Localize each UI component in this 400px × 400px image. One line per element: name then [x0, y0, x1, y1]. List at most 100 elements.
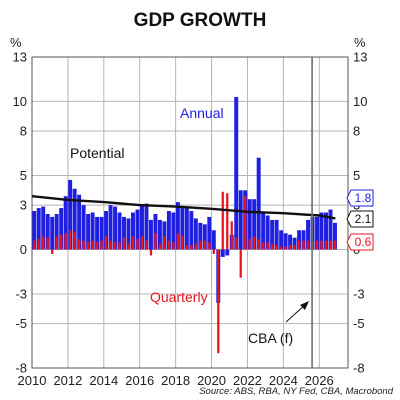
quarterly-bar	[95, 242, 99, 250]
potential-annotation: Potential	[70, 145, 124, 161]
quarterly-bar	[42, 236, 45, 250]
annual-bar	[238, 190, 243, 250]
quarterly-bar	[203, 240, 206, 250]
annual-bar	[256, 157, 261, 250]
quarterly-bar	[244, 196, 247, 250]
quarterly-bar	[199, 240, 202, 250]
annual-bar	[288, 234, 293, 250]
potential-end-label: 2.1	[355, 212, 372, 226]
quarterly-end-label-box	[346, 233, 374, 251]
annual-bar	[198, 222, 203, 250]
y-tick-label-right: -5	[353, 316, 365, 331]
annual-bar	[113, 206, 118, 250]
left-units-label: %	[10, 35, 22, 50]
forecast-arrowhead	[300, 301, 309, 310]
forecast-annotation: CBA (f)	[248, 330, 293, 346]
y-tick-label-right: -8	[353, 361, 365, 376]
quarterly-bar	[324, 240, 328, 250]
quarterly-bar	[217, 249, 220, 354]
quarterly-bar	[239, 249, 242, 278]
y-tick-label-right: 10	[353, 94, 367, 109]
quarterly-bar	[333, 240, 337, 250]
quarterly-bar	[33, 240, 36, 250]
annual-bar	[279, 230, 284, 250]
quarterly-bar	[320, 240, 323, 250]
annual-bar	[261, 212, 266, 250]
annual-bar	[32, 211, 37, 250]
annual-bar	[315, 216, 320, 250]
quarterly-bar	[127, 243, 130, 250]
quarterly-bar	[284, 246, 287, 250]
annual-end-label-box	[346, 189, 374, 207]
annual-bar	[207, 216, 212, 250]
potential-end-label-box	[346, 210, 374, 228]
quarterly-bar	[257, 239, 260, 250]
x-tick-label: 2022	[233, 373, 262, 388]
quarterly-bar	[60, 234, 63, 250]
quarterly-bar	[253, 236, 256, 250]
quarterly-bar	[104, 236, 108, 250]
quarterly-bar	[194, 243, 197, 250]
annual-bar	[283, 233, 288, 250]
axis-ticks: 1313101088553300-3-3-5-5-8-8201020122014…	[13, 50, 368, 389]
annual-bar	[319, 212, 324, 250]
quarterly-bar	[149, 249, 153, 256]
annual-bar	[270, 219, 275, 250]
annual-bar	[63, 196, 68, 250]
quarterly-bar	[118, 242, 121, 250]
quarterly-bar	[46, 237, 49, 250]
right-units-label: %	[354, 35, 366, 50]
annual-bar	[144, 203, 149, 250]
quarterly-bar	[113, 242, 117, 250]
annual-bar	[202, 224, 207, 250]
annual-bar	[90, 212, 95, 250]
y-tick-label-right: 13	[353, 50, 367, 65]
quarterly-bar	[69, 230, 72, 250]
forecast-arrow	[285, 304, 306, 323]
y-tick-label-left: 8	[20, 124, 27, 139]
annual-bar	[99, 216, 104, 250]
quarterly-bar	[235, 237, 238, 250]
quarterly-bar	[73, 231, 76, 250]
annual-bar	[157, 219, 162, 250]
quarterly-bar	[91, 240, 94, 250]
quarterly-bar	[279, 246, 283, 250]
annual-bar	[59, 208, 64, 250]
quarterly-bar	[266, 242, 269, 250]
annual-bar	[153, 213, 158, 250]
annual-bar	[328, 209, 333, 250]
potential-line-group	[31, 195, 336, 220]
annual-bar	[68, 179, 73, 250]
quarterly-bar	[172, 242, 175, 250]
annual-end-label: 1.8	[355, 191, 372, 205]
plot-frame	[31, 56, 349, 369]
quarterly-bar	[226, 193, 229, 250]
annual-bar	[104, 211, 109, 250]
quarterly-bar	[306, 240, 310, 250]
quarterly-bar	[109, 240, 112, 250]
quarterly-bar	[167, 240, 171, 250]
annual-bar	[131, 212, 135, 250]
annual-bar	[95, 216, 100, 250]
annual-bar	[122, 216, 126, 250]
annual-bar	[45, 213, 50, 250]
quarterly-bar	[297, 240, 301, 250]
annual-bar	[166, 211, 171, 250]
y-tick-label-left: -3	[15, 286, 27, 301]
quarterly-bar	[55, 236, 58, 250]
y-tick-label-left: 0	[20, 242, 27, 257]
quarterly-bar	[185, 245, 188, 250]
x-tick-label: 2016	[125, 373, 154, 388]
quarterly-bar	[136, 239, 139, 250]
x-tick-label: 2026	[305, 373, 334, 388]
quarterly-bar	[329, 240, 332, 250]
annual-bar	[36, 208, 41, 250]
annual-bar	[333, 222, 337, 250]
x-tick-label: 2020	[197, 373, 226, 388]
annual-bar	[324, 212, 328, 250]
quarterly-bar	[122, 237, 126, 250]
quarterly-bar	[302, 240, 305, 250]
y-tick-label-right: 5	[353, 168, 360, 183]
source-note: Source: ABS, RBA, NY Fed, CBA, Macrobond	[199, 386, 393, 397]
